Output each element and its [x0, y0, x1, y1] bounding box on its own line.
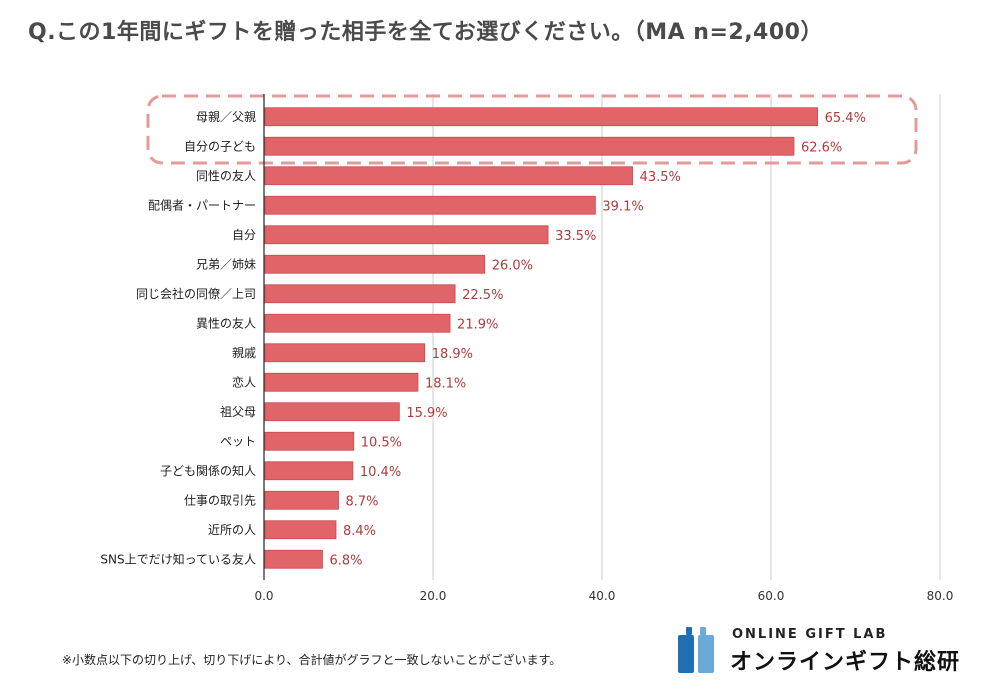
- bar: [264, 107, 819, 127]
- x-tick-label: 60.0: [758, 589, 785, 603]
- x-tick-label: 80.0: [927, 589, 954, 603]
- value-label: 10.5%: [361, 435, 402, 450]
- category-label: 自分: [232, 228, 256, 242]
- category-label: SNS上でだけ知っている友人: [100, 552, 256, 566]
- value-label: 6.8%: [329, 553, 362, 568]
- brand-logo: ONLINE GIFT LAB オンラインギフト総研: [676, 625, 976, 675]
- brand-name-ja: オンラインギフト総研: [730, 650, 961, 675]
- category-label: 同じ会社の同僚／上司: [136, 286, 256, 301]
- bar: [264, 461, 354, 481]
- bar: [264, 195, 596, 215]
- bar: [264, 549, 323, 569]
- highlight-box-group: [146, 94, 918, 165]
- value-labels: 65.4% 62.6% 43.5% 39.1% 33.5% 26.0% 22.5% 21.9%…: [329, 111, 865, 569]
- category-label: 親戚: [232, 346, 256, 360]
- value-label: 8.4%: [343, 524, 376, 539]
- value-label: 65.4%: [825, 111, 866, 126]
- category-label: 恋人: [232, 374, 256, 389]
- x-tick-label: 20.0: [420, 589, 447, 603]
- value-label: 15.9%: [406, 406, 447, 421]
- bar: [264, 490, 339, 510]
- value-label: 8.7%: [346, 494, 379, 509]
- chart-title: Q.この1年間にギフトを贈った相手を全てお選びください。（MA n=2,400）: [28, 20, 823, 45]
- category-label: 同性の友人: [196, 169, 256, 183]
- value-label: 10.4%: [360, 465, 401, 480]
- gift-box-icon: [678, 627, 714, 673]
- bar: [264, 254, 486, 274]
- bar: [264, 372, 419, 392]
- value-label: 39.1%: [602, 199, 643, 214]
- bar: [264, 166, 633, 186]
- bar: [264, 343, 426, 363]
- footnote: ※小数点以下の切り上げ、切り下げにより、合計値がグラフと一致しないことがございま…: [62, 653, 562, 667]
- category-label: 子ども関係の知人: [160, 464, 256, 478]
- category-label: 仕事の取引先: [184, 493, 256, 507]
- category-label: 兄弟／姉妹: [196, 256, 256, 271]
- x-tick-label: 40.0: [589, 589, 616, 603]
- category-label: 祖父母: [220, 404, 256, 419]
- bar-chart: 母親／父親自分の子ども同性の友人配偶者・パートナー自分兄弟／姉妹同じ会社の同僚／…: [100, 94, 953, 603]
- brand-name-en: ONLINE GIFT LAB: [732, 627, 888, 642]
- value-label: 33.5%: [555, 229, 596, 244]
- x-axis: 0.0 20.0 40.0 60.0 80.0: [254, 94, 953, 603]
- value-label: 62.6%: [801, 140, 842, 155]
- category-label: 自分の子ども: [184, 139, 256, 153]
- bar: [264, 402, 400, 422]
- bar: [264, 431, 355, 451]
- bars: [264, 107, 819, 569]
- value-label: 22.5%: [462, 288, 503, 303]
- category-label: 近所の人: [208, 523, 256, 537]
- category-label: 配偶者・パートナー: [148, 198, 256, 212]
- bar: [264, 136, 795, 156]
- category-label: 母親／父親: [196, 110, 256, 124]
- value-label: 26.0%: [492, 258, 533, 273]
- bar: [264, 313, 451, 333]
- category-labels: 母親／父親自分の子ども同性の友人配偶者・パートナー自分兄弟／姉妹同じ会社の同僚／…: [100, 110, 256, 567]
- value-label: 18.9%: [432, 347, 473, 362]
- x-tick-label: 0.0: [254, 589, 273, 603]
- category-label: 異性の友人: [196, 316, 256, 330]
- value-label: 18.1%: [425, 376, 466, 391]
- highlight-box: [146, 94, 918, 165]
- bar: [264, 520, 337, 540]
- bar: [264, 225, 549, 245]
- value-label: 21.9%: [457, 317, 498, 332]
- value-label: 43.5%: [640, 170, 681, 185]
- bar: [264, 284, 456, 304]
- category-label: ペット: [220, 434, 256, 448]
